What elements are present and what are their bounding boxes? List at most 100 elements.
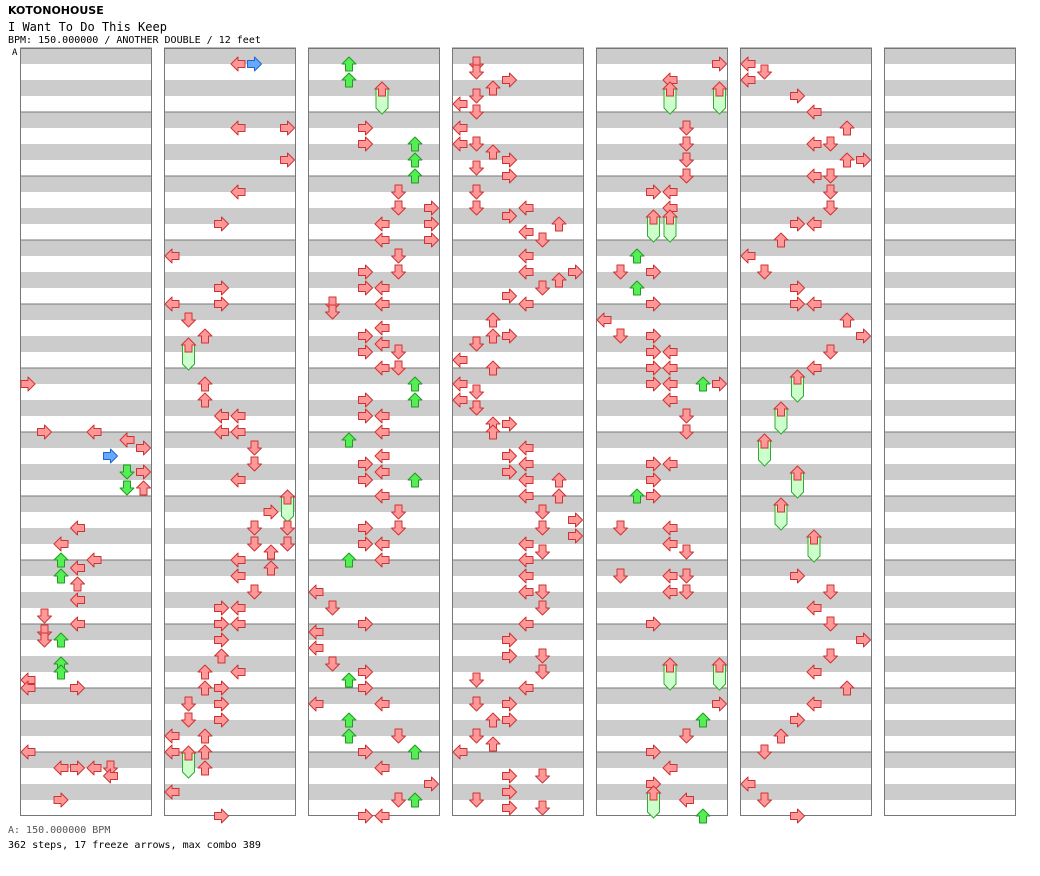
beat-stripe [308,624,440,640]
beat-stripe [740,720,872,736]
beat-stripe [740,496,872,512]
right-arrow [646,456,661,472]
down-arrow [679,136,694,152]
beat-stripe [20,688,152,704]
beat-stripe [452,240,584,256]
down-arrow [119,480,135,496]
beat-stripe [20,560,152,576]
beat-stripe [308,688,440,704]
beat-stripe [740,144,872,160]
down-arrow [280,520,295,536]
down-arrow [757,792,772,808]
up-arrow [197,728,213,744]
right-arrow [214,280,229,296]
beat-stripe [164,624,296,640]
beat-stripe [164,560,296,576]
beat-stripe [452,688,584,704]
left-arrow [518,248,534,264]
step-stats: 362 steps, 17 freeze arrows, max combo 3… [8,840,261,851]
right-arrow [646,184,661,200]
beat-stripe [20,304,152,320]
beat-stripe [884,656,1016,672]
left-arrow [164,296,180,312]
down-arrow [823,344,838,360]
right-arrow [646,616,661,632]
down-arrow [679,408,694,424]
left-arrow [20,680,36,696]
right-arrow [646,472,661,488]
right-arrow [856,328,871,344]
beat-stripe [308,784,440,800]
down-arrow [469,64,484,80]
right-arrow [790,296,805,312]
beat-stripe [452,624,584,640]
beat-stripe [164,432,296,448]
beat-stripe [164,368,296,384]
down-arrow [535,544,550,560]
freeze-arrow [756,433,773,467]
left-arrow [518,616,534,632]
beat-stripe [884,272,1016,288]
down-arrow [247,536,262,552]
down-arrow [391,184,406,200]
up-arrow [407,792,423,808]
freeze-arrow [645,209,662,243]
right-arrow [502,648,517,664]
left-arrow [518,568,534,584]
beat-stripe [308,592,440,608]
beat-stripe [164,80,296,96]
left-arrow [806,136,822,152]
left-arrow [452,376,468,392]
chart-column [740,47,872,816]
up-arrow [773,232,789,248]
up-arrow [629,280,645,296]
left-arrow [230,552,246,568]
beat-stripe [884,528,1016,544]
right-arrow [70,680,85,696]
beat-stripe [596,48,728,64]
artist-name: KOTONOHOUSE [8,4,104,17]
beat-stripe [164,144,296,160]
up-arrow [407,136,423,152]
beat-stripe [596,304,728,320]
right-arrow [358,664,373,680]
down-arrow [37,608,52,624]
right-arrow [103,448,118,464]
down-arrow [535,800,550,816]
down-arrow [535,584,550,600]
down-arrow [469,336,484,352]
left-arrow [452,744,468,760]
beat-stripe [452,752,584,768]
left-arrow [70,520,85,536]
beat-stripe [164,304,296,320]
beat-stripe [452,496,584,512]
right-arrow [280,120,295,136]
beat-stripe [596,176,728,192]
right-arrow [502,288,517,304]
column-border [20,48,152,816]
down-arrow [823,184,838,200]
right-arrow [502,328,517,344]
left-arrow [70,592,85,608]
beat-stripe [596,560,728,576]
left-arrow [806,664,822,680]
left-arrow [452,392,468,408]
bpm-change-marker: A [12,48,18,58]
beat-stripe [452,432,584,448]
left-arrow [214,408,229,424]
down-arrow [823,168,838,184]
left-arrow [806,360,822,376]
song-title: I Want To Do This Keep [8,20,167,34]
beat-stripe [596,688,728,704]
beat-stripe [20,240,152,256]
down-arrow [391,504,406,520]
right-arrow [358,264,373,280]
down-arrow [469,696,484,712]
beat-stripe [452,176,584,192]
up-arrow [485,144,501,160]
beat-stripe [596,528,728,544]
right-arrow [20,376,36,392]
beat-stripe [452,304,584,320]
chart-column [596,47,728,816]
